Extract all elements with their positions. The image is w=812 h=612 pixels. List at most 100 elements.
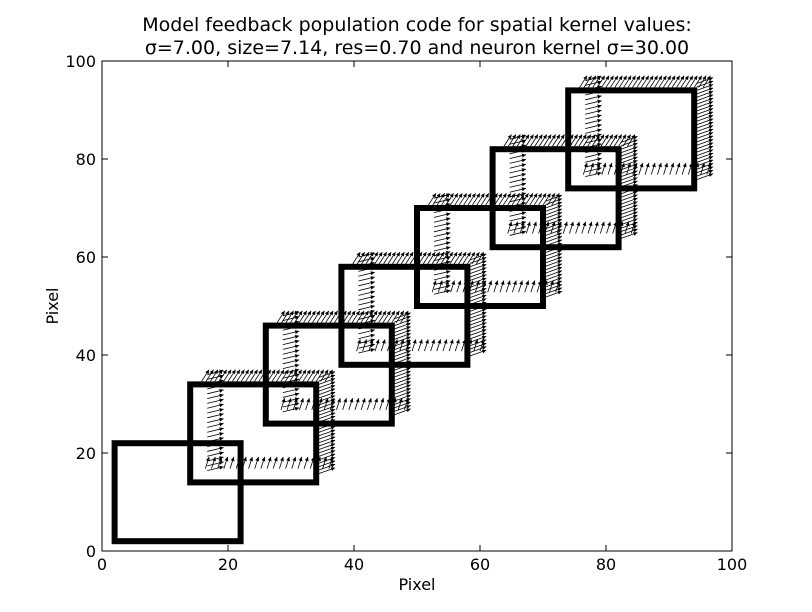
quiver-arrow: [587, 221, 593, 234]
quiver-arrow: [303, 310, 312, 323]
quiver-arrow: [545, 266, 563, 274]
quiver-arrow: [207, 422, 224, 428]
quiver-arrow: [405, 339, 411, 352]
quiver-arrow: [433, 193, 451, 199]
quiver-arrow: [418, 251, 427, 265]
quiver-arrow: [342, 397, 348, 411]
quiver-arrow: [479, 339, 485, 352]
quiver-arrow: [606, 221, 611, 234]
quiver-arrow: [433, 217, 451, 223]
quiver-arrow: [356, 339, 361, 352]
x-tick-label: 100: [717, 555, 748, 574]
quiver-arrow: [286, 397, 292, 411]
quiver-arrow: [282, 349, 300, 355]
quiver-arrow: [632, 162, 638, 175]
quiver-arrow: [545, 290, 563, 298]
quiver-arrow: [469, 270, 487, 278]
quiver-arrow: [562, 221, 568, 234]
quiver-arrow: [620, 177, 638, 184]
y-axis-label: Pixel: [43, 287, 62, 324]
receptive-field-square: [338, 263, 471, 368]
quiver-arrow: [696, 173, 714, 180]
quiver-arrow: [696, 135, 714, 143]
quiver-arrow: [394, 322, 411, 330]
quiver-arrow: [207, 398, 224, 404]
quiver-arrow: [394, 384, 411, 392]
quiver-arrow: [299, 397, 304, 411]
quiver-arrow: [638, 162, 644, 175]
quiver-arrow: [358, 300, 375, 306]
x-tick-label: 60: [470, 555, 490, 574]
quiver-arrow: [318, 412, 336, 420]
quiver-arrow: [585, 123, 602, 130]
quiver-arrow: [507, 221, 513, 234]
quiver-arrow: [433, 246, 451, 252]
quiver-arrow: [362, 339, 368, 352]
x-tick-label: 40: [344, 555, 364, 574]
quiver-arrow: [394, 353, 411, 361]
quiver-arrow: [366, 397, 372, 411]
quiver-arrow: [469, 294, 487, 302]
quiver-arrow: [640, 75, 650, 88]
quiver-arrow: [207, 446, 224, 452]
quiver-arrow: [318, 371, 336, 378]
quiver-arrow: [279, 456, 284, 469]
quiver-arrow: [391, 310, 400, 323]
quiver-arrow: [382, 310, 391, 323]
quiver-arrow: [507, 193, 516, 206]
quiver-arrow: [509, 230, 527, 236]
quiver-arrow: [433, 279, 451, 286]
quiver-arrow: [271, 369, 280, 382]
axis-ticks: 0 20 40 60 80 100 0 20 40 60 80 100: [65, 52, 747, 574]
quiver-arrow: [620, 149, 638, 157]
quiver-arrow: [469, 346, 487, 353]
quiver-arrow: [556, 134, 565, 147]
quiver-arrow: [352, 251, 361, 265]
quiver-arrow: [280, 369, 289, 382]
quiver-arrow: [428, 193, 437, 206]
quiver-arrow: [394, 319, 411, 326]
quiver-arrow: [469, 349, 487, 357]
quiver-arrow: [505, 280, 511, 293]
quiver-arrow: [620, 194, 638, 202]
quiver-arrow: [318, 426, 336, 433]
quiver-arrow: [644, 162, 650, 175]
quiver-arrow: [529, 193, 538, 206]
quiver-arrow: [394, 367, 411, 374]
quiver-arrow: [303, 456, 309, 469]
quiver-arrow: [453, 251, 463, 265]
quiver-arrow: [320, 310, 330, 323]
quiver-arrow: [394, 350, 411, 357]
quiver-arrow: [543, 134, 552, 147]
quiver-arrow: [696, 104, 714, 112]
quiver-arrow: [394, 315, 411, 323]
quiver-arrow: [323, 397, 329, 411]
x-tick-label: 80: [596, 555, 616, 574]
quiver-arrow: [620, 231, 638, 239]
quiver-arrow: [487, 280, 493, 293]
quiver-arrow: [620, 146, 638, 154]
quiver-arrow: [358, 343, 375, 349]
quiver-arrow: [509, 192, 527, 198]
quiver-arrow: [316, 310, 325, 323]
quiver-arrow: [394, 404, 411, 412]
quiver-arrow: [358, 290, 375, 296]
quiver-arrow: [589, 162, 594, 175]
quiver-arrow: [552, 134, 561, 147]
quiver-arrow: [433, 222, 451, 228]
quiver-arrow: [696, 94, 714, 102]
quiver-arrow: [545, 253, 563, 260]
quiver-arrow: [494, 193, 503, 206]
quiver-arrow: [585, 94, 602, 101]
quiver-arrow: [512, 280, 517, 293]
quiver-arrow: [360, 397, 366, 411]
quiver-arrow: [662, 75, 672, 88]
quiver-arrow: [613, 134, 623, 147]
quiver-arrow: [493, 280, 499, 293]
quiver-arrow: [585, 118, 602, 125]
quiver-arrow: [509, 177, 527, 184]
quiver-arrow: [358, 280, 375, 287]
quiver-arrow: [579, 75, 588, 88]
quiver-arrow: [207, 369, 224, 375]
quiver-arrow: [569, 134, 578, 147]
